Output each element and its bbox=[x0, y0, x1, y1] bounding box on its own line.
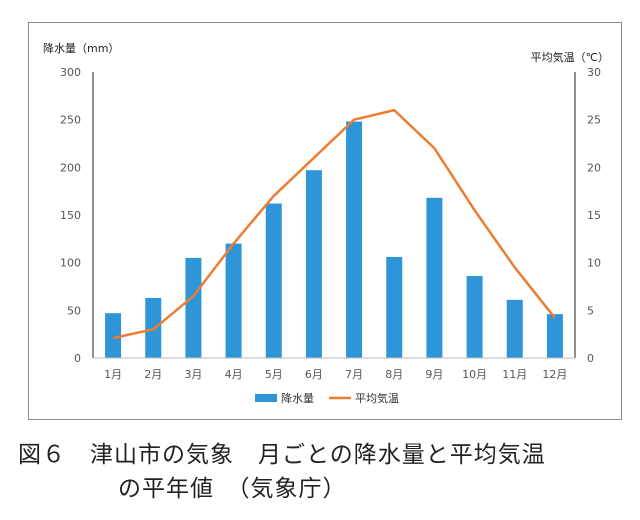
caption-title-line1: 津山市の気象 月ごとの降水量と平均気温 bbox=[90, 442, 546, 468]
legend-label-rainfall: 降水量 bbox=[281, 391, 314, 405]
x-tick-label: 9月 bbox=[425, 368, 443, 381]
bar-series bbox=[105, 121, 563, 358]
x-tick-label: 6月 bbox=[305, 368, 323, 381]
y-right-tick-label: 5 bbox=[587, 304, 594, 317]
y-right-tick-label: 0 bbox=[587, 352, 594, 365]
x-tick-label: 2月 bbox=[144, 368, 162, 381]
bar-rainfall bbox=[546, 314, 563, 358]
y-right-tick-label: 30 bbox=[587, 66, 601, 79]
y-left-tick-label: 50 bbox=[67, 304, 81, 317]
caption-title-line2: の平年値 （気象庁） bbox=[118, 476, 347, 502]
y-left-tick-label: 150 bbox=[60, 209, 81, 222]
y-left-tick-label: 300 bbox=[60, 66, 81, 79]
bar-rainfall bbox=[105, 313, 122, 358]
x-tick-label: 7月 bbox=[345, 368, 363, 381]
bar-rainfall bbox=[346, 121, 363, 358]
bar-rainfall bbox=[466, 276, 483, 358]
y-left-tick-label: 250 bbox=[60, 114, 81, 127]
y-right-tick-label: 15 bbox=[587, 209, 601, 222]
bar-rainfall bbox=[265, 203, 282, 358]
x-tick-label: 4月 bbox=[225, 368, 243, 381]
x-tick-label: 1月 bbox=[104, 368, 122, 381]
y-left-tick-label: 0 bbox=[74, 352, 81, 365]
y-axis-left-title: 降水量（mm） bbox=[43, 41, 119, 55]
x-tick-label: 5月 bbox=[265, 368, 283, 381]
line-series bbox=[112, 108, 556, 340]
figure-caption: 図６ 津山市の気象 月ごとの降水量と平均気温 の平年値 （気象庁） bbox=[18, 438, 628, 506]
bar-rainfall bbox=[225, 243, 242, 358]
x-tick-label: 12月 bbox=[542, 368, 567, 381]
line-temperature bbox=[112, 108, 556, 340]
legend: 降水量 平均気温 bbox=[255, 391, 399, 405]
bar-rainfall bbox=[506, 299, 523, 358]
caption-line-1: 図６ 津山市の気象 月ごとの降水量と平均気温 bbox=[18, 438, 628, 472]
chart: 0 50 100 150 200 250 300 0 5 10 15 20 25 30 1月 2月 3月 4月 5月… bbox=[43, 41, 609, 405]
axes: 0 50 100 150 200 250 300 0 5 10 15 20 25 30 1月 2月 3月 4月 5月… bbox=[60, 66, 601, 381]
bar-rainfall bbox=[386, 256, 403, 358]
legend-label-temperature: 平均気温 bbox=[355, 391, 399, 405]
chart-frame: 0 50 100 150 200 250 300 0 5 10 15 20 25 30 1月 2月 3月 4月 5月… bbox=[28, 22, 622, 420]
y-right-tick-label: 10 bbox=[587, 257, 601, 270]
y-left-tick-label: 100 bbox=[60, 257, 81, 270]
caption-label: 図６ bbox=[18, 442, 66, 468]
legend-swatch-rainfall bbox=[255, 394, 277, 402]
x-tick-label: 11月 bbox=[502, 368, 527, 381]
x-tick-label: 10月 bbox=[462, 368, 487, 381]
bar-rainfall bbox=[426, 197, 443, 358]
bar-rainfall bbox=[185, 257, 202, 358]
y-right-tick-label: 25 bbox=[587, 114, 601, 127]
y-axis-right-title: 平均気温（℃） bbox=[531, 50, 609, 64]
x-tick-label: 8月 bbox=[385, 368, 403, 381]
y-left-tick-label: 200 bbox=[60, 161, 81, 174]
y-right-tick-label: 20 bbox=[587, 161, 601, 174]
bar-rainfall bbox=[305, 170, 322, 358]
x-tick-label: 3月 bbox=[184, 368, 202, 381]
